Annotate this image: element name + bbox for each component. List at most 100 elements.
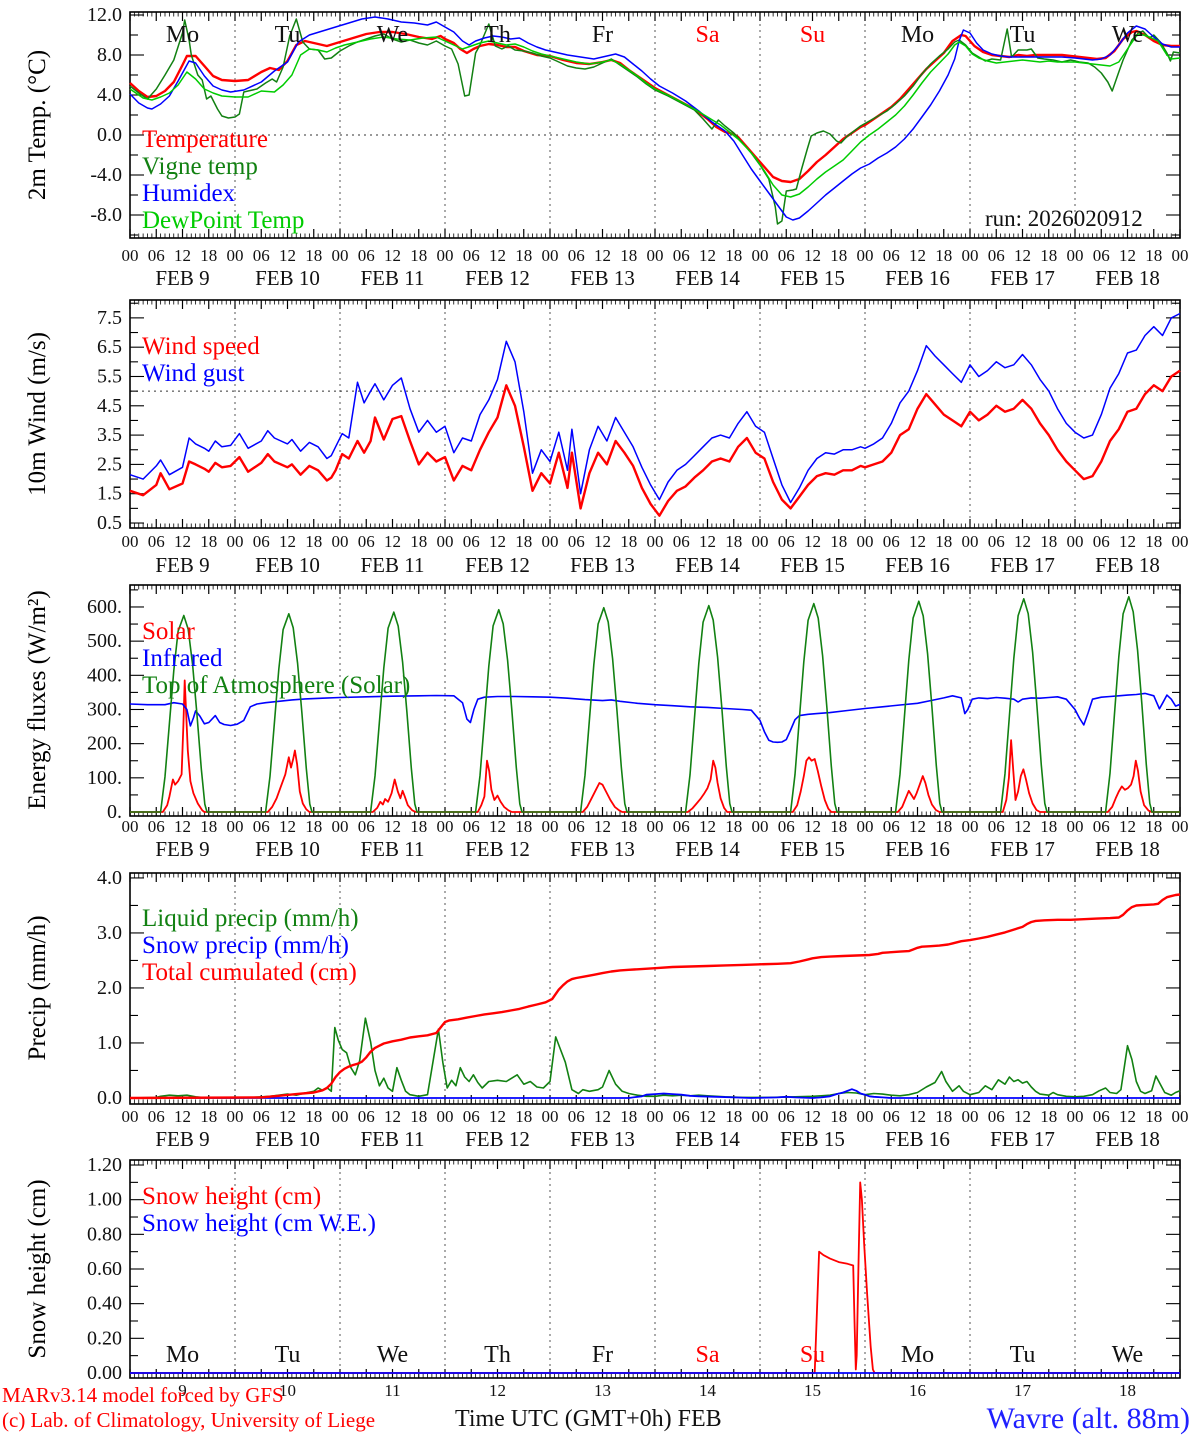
hour-tick-label: 00 [647, 246, 664, 265]
date-label: FEB 18 [1095, 266, 1160, 290]
date-label: FEB 13 [570, 837, 635, 861]
hour-tick-label: 06 [1093, 246, 1110, 265]
hour-tick-label: 06 [568, 817, 585, 836]
hour-tick-label: 12 [909, 1107, 926, 1126]
hour-tick-label: 06 [253, 817, 270, 836]
hour-tick-label: 00 [1067, 817, 1084, 836]
hour-tick-label: 06 [1093, 1107, 1110, 1126]
date-label: FEB 9 [155, 837, 209, 861]
y-tick-label: 0.80 [87, 1223, 122, 1245]
y-tick-label: 4.0 [97, 867, 122, 889]
lab-credit: (c) Lab. of Climatology, University of L… [2, 1408, 376, 1432]
y-tick-label: 2.0 [97, 977, 122, 999]
y-tick-label: 6.5 [97, 336, 122, 358]
hour-tick-label: 06 [253, 532, 270, 551]
hour-tick-label: 00 [122, 532, 139, 551]
date-label: FEB 13 [570, 553, 635, 577]
dow-label-top: Fr [592, 22, 613, 48]
y-tick-label: 4.0 [97, 84, 122, 106]
hour-tick-label: 06 [463, 817, 480, 836]
series-wind-speed [129, 369, 1181, 517]
date-label: FEB 16 [885, 1127, 950, 1151]
temperature-legend: Temperature Vigne temp Humidex DewPoint … [142, 126, 304, 234]
hour-tick-label: 18 [305, 246, 322, 265]
energy-legend: Solar Infrared Top of Atmosphere (Solar) [142, 618, 410, 699]
series-snow-height-cm- [130, 1181, 1180, 1374]
hour-tick-label: 06 [1093, 817, 1110, 836]
hour-tick-label: 12 [594, 817, 611, 836]
hour-tick-label: 18 [515, 1107, 532, 1126]
date-label: FEB 14 [675, 266, 740, 290]
y-tick-label: 2.5 [97, 453, 122, 475]
hour-tick-label: 00 [962, 532, 979, 551]
hour-tick-label: 18 [725, 1107, 742, 1126]
hour-tick-label: 06 [988, 246, 1005, 265]
hour-tick-label: 18 [830, 1107, 847, 1126]
dow-label-snow: We [1112, 1342, 1143, 1368]
hour-tick-label: 18 [1040, 817, 1057, 836]
hour-tick-label: 12 [489, 1107, 506, 1126]
hour-tick-label: 06 [778, 532, 795, 551]
series-infrared [129, 692, 1181, 744]
y-tick-label: 100. [87, 767, 122, 789]
y-tick-label: 0.20 [87, 1327, 122, 1349]
hour-tick-label: 06 [568, 1107, 585, 1126]
y-tick-label: 500. [87, 630, 122, 652]
hour-tick-label: 00 [1172, 246, 1189, 265]
time-axis-title: Time UTC (GMT+0h) FEB [455, 1406, 722, 1433]
hour-tick-label: 00 [227, 246, 244, 265]
date-label: FEB 13 [570, 1127, 635, 1151]
date-label: FEB 9 [155, 553, 209, 577]
hour-tick-label: 18 [410, 246, 427, 265]
hour-tick-label: 18 [1145, 532, 1162, 551]
y-tick-label: 300. [87, 698, 122, 720]
hour-tick-label: 00 [1172, 532, 1189, 551]
date-label: FEB 12 [465, 837, 530, 861]
date-label: FEB 9 [155, 1127, 209, 1151]
date-label: FEB 18 [1095, 553, 1160, 577]
date-label: FEB 15 [780, 837, 845, 861]
hour-tick-label: 18 [620, 246, 637, 265]
hour-tick-label: 18 [305, 532, 322, 551]
hour-tick-label: 12 [699, 1107, 716, 1126]
dow-label-top: Mo [901, 22, 934, 48]
y-tick-label: 1.5 [97, 483, 122, 505]
y-tick-label: 1.0 [97, 1032, 122, 1054]
hour-tick-label: 00 [857, 1107, 874, 1126]
y-axis-title-precip: Precip (mm/h) [24, 915, 51, 1061]
hour-tick-label: 12 [1014, 246, 1031, 265]
dow-label-top: Tu [275, 22, 301, 48]
date-label: FEB 14 [675, 1127, 740, 1151]
y-tick-label: 4.5 [97, 395, 122, 417]
hour-tick-label: 18 [830, 817, 847, 836]
snow-legend: Snow height (cm) Snow height (cm W.E.) [142, 1183, 376, 1237]
legend-humidex: Humidex [142, 180, 236, 207]
hour-tick-label: 18 [725, 817, 742, 836]
hour-tick-label: 12 [1119, 532, 1136, 551]
hour-tick-label: 12 [909, 246, 926, 265]
hour-tick-label: 00 [1172, 817, 1189, 836]
hour-tick-label: 18 [200, 246, 217, 265]
hour-tick-label: 18 [725, 532, 742, 551]
hour-tick-label: 18 [830, 246, 847, 265]
date-label: FEB 10 [255, 1127, 320, 1151]
hour-tick-label: 18 [935, 246, 952, 265]
hour-tick-label: 06 [358, 246, 375, 265]
dow-label-snow: Fr [592, 1342, 613, 1368]
date-label: FEB 16 [885, 266, 950, 290]
hour-tick-label: 18 [410, 1107, 427, 1126]
hour-tick-label: 06 [778, 246, 795, 265]
dow-label-top: Sa [696, 22, 720, 48]
hour-tick-label: 06 [568, 246, 585, 265]
series-liquid-precip-mm-h- [129, 1017, 1181, 1099]
dow-label-top: Tu [1010, 22, 1036, 48]
dow-label-top: Su [800, 22, 825, 48]
day-number-label: 9 [178, 1381, 187, 1400]
y-tick-label: -4.0 [90, 164, 122, 186]
hour-tick-label: 12 [804, 246, 821, 265]
date-label: FEB 15 [780, 1127, 845, 1151]
hour-tick-label: 06 [1093, 532, 1110, 551]
date-label: FEB 12 [465, 553, 530, 577]
hour-tick-label: 00 [542, 246, 559, 265]
